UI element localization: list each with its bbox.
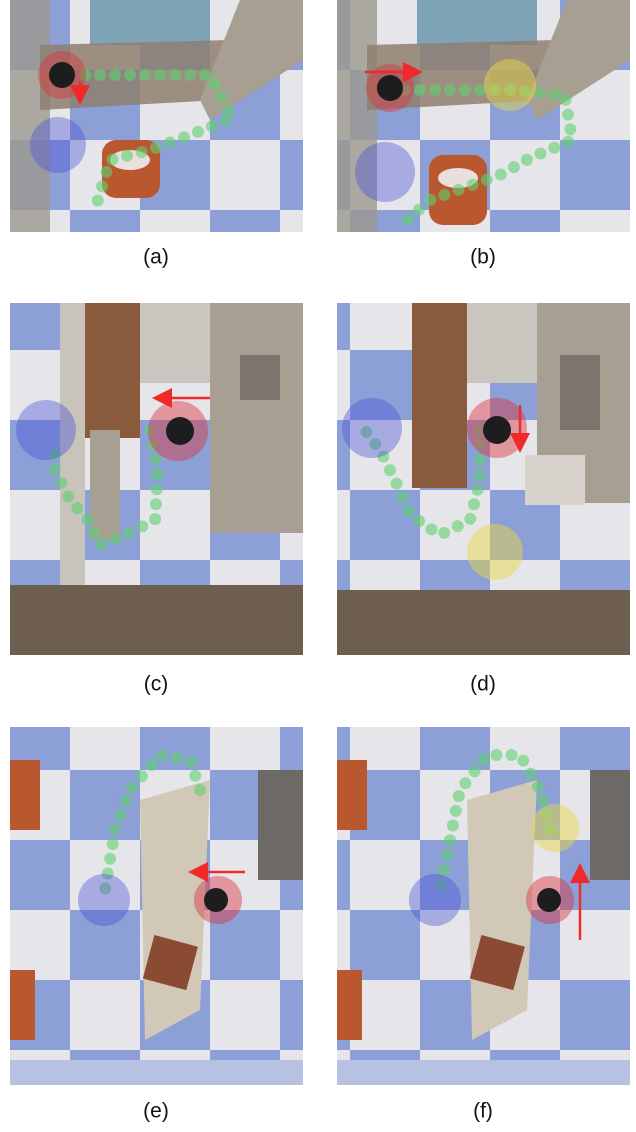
- panel-b: [337, 0, 630, 232]
- caption: (d): [470, 673, 496, 696]
- caption: (a): [143, 246, 169, 269]
- panel-c: [10, 303, 303, 655]
- panel-d: [337, 303, 630, 655]
- caption: (e): [143, 1100, 169, 1123]
- panel-e: [10, 727, 303, 1085]
- panel-f: [337, 727, 630, 1085]
- caption: (c): [144, 673, 169, 696]
- caption: (f): [473, 1100, 493, 1123]
- figure: (a) (b) (c) (d) (e): [0, 0, 636, 1132]
- panel-a: [10, 0, 303, 232]
- caption: (b): [470, 246, 496, 269]
